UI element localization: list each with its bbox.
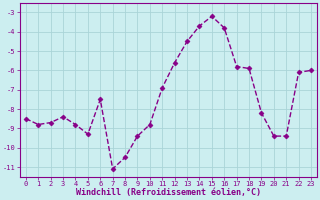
X-axis label: Windchill (Refroidissement éolien,°C): Windchill (Refroidissement éolien,°C) (76, 188, 261, 197)
